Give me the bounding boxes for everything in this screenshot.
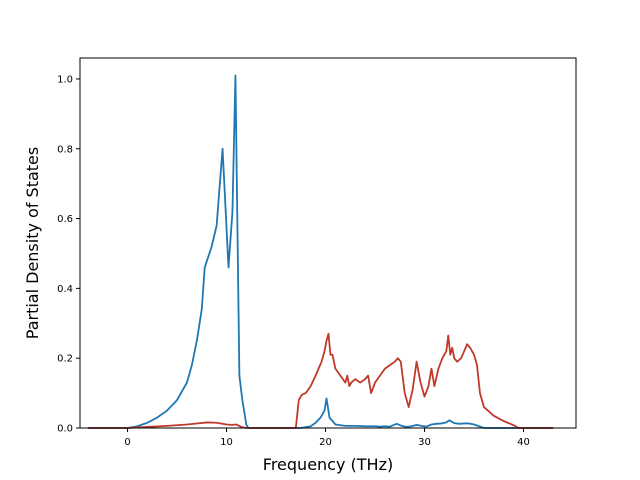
series-line-2 <box>87 332 554 429</box>
x-tick-label: 20 <box>319 437 332 448</box>
y-axis-title: Partial Density of States <box>23 147 42 339</box>
y-tick-label: 0.0 <box>57 424 73 435</box>
series-line-1 <box>87 74 554 429</box>
y-tick-label: 0.2 <box>57 354 73 365</box>
x-tick-label: 0 <box>124 437 130 448</box>
y-tick-label: 1.0 <box>57 74 73 85</box>
plot-frame <box>79 57 577 429</box>
series-layer <box>87 74 554 429</box>
x-tick-label: 30 <box>418 437 431 448</box>
y-axis-ticks: 0.0 0.2 0.4 0.6 0.8 1.0 <box>57 74 80 435</box>
y-tick-label: 0.6 <box>57 214 73 225</box>
x-axis-ticks: 0 10 20 30 40 <box>124 428 530 448</box>
x-axis-title: Frequency (THz) <box>263 455 393 474</box>
y-tick-label: 0.4 <box>57 284 73 295</box>
x-tick-label: 10 <box>220 437 233 448</box>
y-tick-label: 0.8 <box>57 144 73 155</box>
x-tick-label: 40 <box>517 437 530 448</box>
